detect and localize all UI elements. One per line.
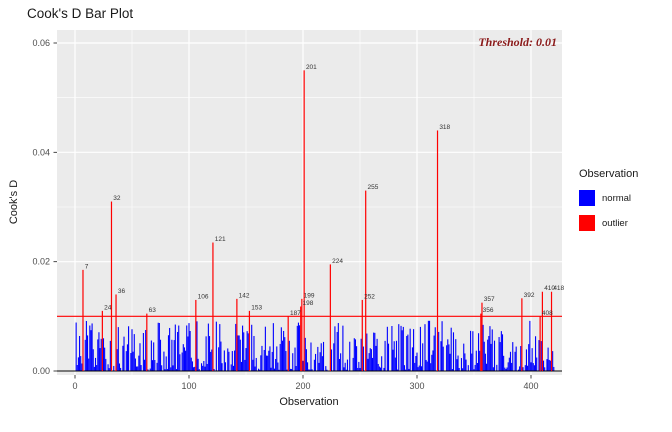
svg-text:7: 7 [85,263,89,270]
legend-item-outlier: outlier [579,215,638,231]
svg-text:100: 100 [181,381,196,391]
svg-text:408: 408 [542,310,553,317]
x-axis-label: Observation [279,396,339,408]
svg-text:36: 36 [118,288,126,295]
svg-text:410: 410 [544,285,555,292]
legend-key-outlier-swatch [579,215,595,231]
svg-text:0: 0 [72,381,77,391]
svg-text:418: 418 [553,285,564,292]
threshold-annotation: Threshold: 0.01 [478,35,557,49]
legend-title: Observation [579,168,639,180]
legend-label-normal: normal [602,192,632,204]
svg-text:255: 255 [368,184,379,191]
chart-title: Cook's D Bar Plot [27,6,134,21]
legend-label-outlier: outlier [602,217,628,229]
legend-item-normal: normal [579,190,638,206]
y-axis-label: Cook's D [8,179,20,225]
svg-text:0.00: 0.00 [32,366,50,376]
svg-text:63: 63 [149,307,157,314]
svg-text:300: 300 [409,381,424,391]
svg-text:200: 200 [295,381,310,391]
svg-text:32: 32 [113,195,121,202]
svg-text:106: 106 [198,293,209,300]
svg-text:252: 252 [364,293,375,300]
svg-text:199: 199 [304,292,315,299]
svg-text:0.02: 0.02 [32,257,50,267]
svg-text:392: 392 [524,292,535,299]
svg-text:187: 187 [290,310,301,317]
svg-text:24: 24 [104,304,112,311]
svg-text:201: 201 [306,64,317,71]
svg-text:142: 142 [239,292,250,299]
svg-text:0.06: 0.06 [32,38,50,48]
svg-text:356: 356 [483,307,494,314]
legend-key-normal-swatch [579,190,595,206]
legend: Observation normal outlier [579,168,638,240]
svg-text:198: 198 [303,300,314,307]
svg-text:224: 224 [332,258,343,265]
svg-text:318: 318 [439,124,450,131]
svg-text:357: 357 [484,296,495,303]
svg-text:121: 121 [215,236,226,243]
svg-text:153: 153 [251,304,262,311]
svg-text:0.04: 0.04 [32,147,50,157]
svg-text:400: 400 [523,381,538,391]
